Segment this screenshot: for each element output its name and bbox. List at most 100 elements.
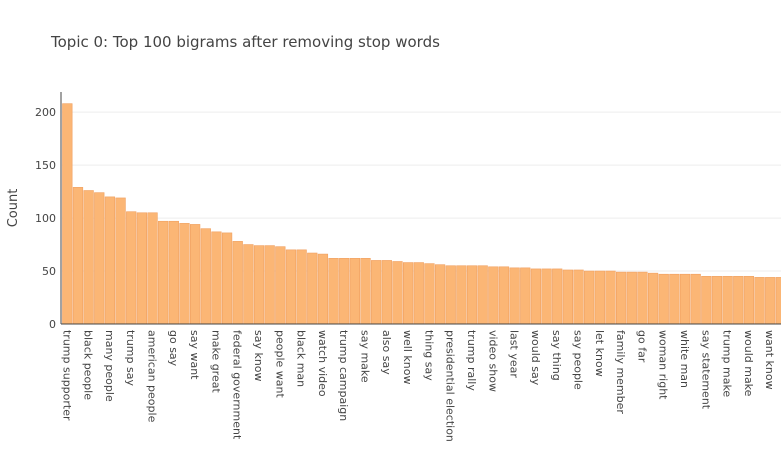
bar: [754, 277, 765, 325]
bar: [94, 192, 105, 325]
bar: [147, 212, 158, 325]
bar: [126, 211, 137, 325]
x-tick-label: say want: [188, 330, 201, 380]
x-tick-label: trump make: [721, 330, 734, 397]
y-tick-label: 150: [35, 159, 56, 172]
x-tick-label: many people: [103, 330, 116, 402]
bar: [328, 258, 339, 325]
bar: [445, 265, 456, 325]
bar: [371, 260, 382, 325]
bar: [168, 220, 179, 325]
bar: [402, 262, 414, 325]
x-tick-label: say statement: [699, 330, 712, 410]
bar: [552, 268, 563, 325]
bar: [253, 245, 265, 325]
bar: [679, 273, 691, 325]
x-tick-label: thing say: [422, 330, 435, 381]
x-tick-label: would make: [742, 330, 755, 397]
y-axis-label: Count: [6, 189, 21, 228]
bar: [243, 244, 254, 325]
x-tick-label: trump rally: [465, 330, 478, 391]
bar: [765, 277, 776, 325]
bar: [381, 260, 392, 325]
bar: [775, 277, 781, 325]
bar: [541, 268, 552, 325]
y-tick-label: 200: [35, 106, 56, 119]
x-tick-label: black people: [82, 330, 95, 400]
x-tick-label: american people: [146, 330, 159, 423]
x-tick-label: also say: [380, 330, 393, 375]
x-tick-label: well know: [401, 330, 414, 384]
bar: [573, 269, 584, 325]
bar: [743, 276, 755, 325]
x-tick-label: say make: [359, 330, 372, 383]
bar: [594, 270, 605, 325]
bar: [711, 276, 723, 325]
bar: [275, 246, 286, 325]
x-tick-label: want know: [763, 330, 776, 390]
x-tick-label: make great: [209, 330, 222, 393]
bar: [466, 265, 478, 325]
x-tick-label: go far: [635, 330, 648, 363]
bar: [62, 103, 73, 325]
x-tick-label: woman right: [657, 330, 670, 400]
x-tick-label: would say: [529, 330, 542, 386]
bar: [339, 258, 350, 325]
bar: [296, 249, 307, 325]
bar: [104, 196, 116, 325]
y-tick-label: 50: [42, 265, 56, 278]
x-tick-label: let know: [593, 330, 606, 377]
bar: [498, 266, 510, 325]
x-tick-label: family member: [614, 330, 627, 414]
bar: [200, 228, 211, 325]
bar: [179, 223, 190, 325]
bar: [413, 262, 424, 325]
x-tick-label: trump supporter: [60, 330, 73, 421]
x-tick-label: people want: [273, 330, 286, 398]
x-tick-label: go say: [167, 330, 180, 367]
bar: [658, 273, 669, 325]
bar: [307, 252, 318, 325]
bar: [211, 231, 222, 325]
x-tick-label: white man: [678, 330, 691, 388]
x-tick-label: trump campaign: [337, 330, 350, 421]
bar: [158, 220, 169, 325]
y-tick-label: 100: [35, 212, 56, 225]
bar: [690, 273, 701, 325]
x-tick-label: last year: [508, 330, 521, 378]
y-tick-label: 0: [49, 318, 56, 331]
bar: [190, 224, 201, 325]
x-tick-label: say thing: [550, 330, 563, 381]
x-tick-label: presidential election: [444, 330, 457, 442]
bar: [221, 232, 233, 325]
bar: [584, 270, 595, 325]
bar: [456, 265, 467, 325]
bar: [115, 197, 126, 325]
bar: [232, 241, 243, 325]
bar: [509, 267, 520, 325]
bar: [477, 265, 488, 325]
bar: [72, 187, 84, 325]
x-tick-label: black man: [295, 330, 308, 387]
bar: [626, 271, 637, 325]
bar: [136, 212, 148, 325]
x-tick-label: say know: [252, 330, 265, 382]
x-tick-label: trump say: [124, 330, 137, 386]
bar: [701, 276, 712, 325]
bar: [317, 253, 329, 325]
bar: [562, 269, 573, 325]
bar: [488, 266, 499, 325]
bar: [392, 261, 403, 325]
bar: [434, 264, 446, 325]
bar: [264, 245, 275, 325]
bar: [637, 271, 648, 325]
bar: [605, 270, 616, 325]
bar: [520, 267, 531, 325]
x-tick-label: video show: [486, 330, 499, 392]
bar: [530, 268, 542, 325]
bar: [285, 249, 297, 325]
bar: [83, 190, 94, 325]
x-tick-label: watch video: [316, 330, 329, 397]
bar: [669, 273, 680, 325]
bar: [647, 272, 659, 325]
